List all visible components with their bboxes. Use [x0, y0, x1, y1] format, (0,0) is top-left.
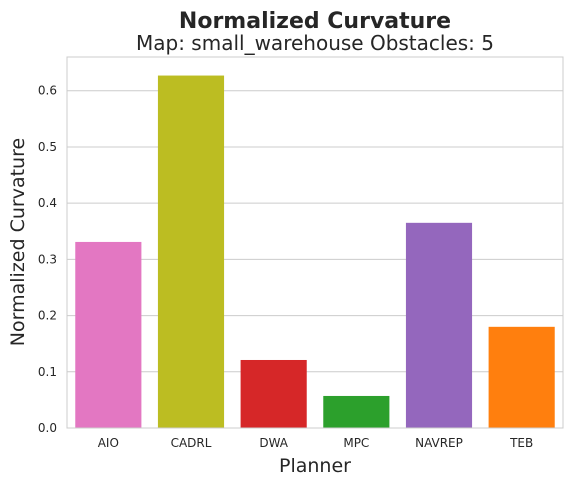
- y-tick-labels: 0.0 0.1 0.2 0.3 0.4 0.5 0.6: [38, 84, 57, 435]
- y-tick-label: 0.2: [38, 309, 57, 323]
- plot-frame: [66, 56, 564, 429]
- y-axis-label: Normalized Curvature: [7, 138, 29, 346]
- x-tick-labels: AIO CADRL DWA MPC NAVREP TEB: [98, 436, 534, 450]
- bar-teb: [488, 326, 555, 428]
- y-tick-label: 0.0: [38, 421, 57, 435]
- x-tick-label: TEB: [509, 436, 533, 450]
- bar-navrep: [405, 222, 473, 428]
- y-tick-label: 0.1: [38, 365, 57, 379]
- x-tick-label: DWA: [259, 436, 288, 450]
- bar-dwa: [240, 359, 307, 428]
- chart-suptitle: Normalized Curvature: [179, 9, 451, 34]
- chart-title: Map: small_warehouse Obstacles: 5: [136, 31, 494, 55]
- y-tick-label: 0.3: [38, 252, 57, 266]
- x-tick-label: AIO: [98, 436, 119, 450]
- bar-aio: [75, 241, 142, 428]
- x-tick-label: NAVREP: [415, 436, 463, 450]
- bar-mpc: [323, 395, 390, 428]
- y-tick-label: 0.4: [38, 196, 57, 210]
- x-axis-label: Planner: [279, 455, 351, 477]
- x-tick-label: MPC: [343, 436, 369, 450]
- bar-cadrl: [157, 75, 225, 429]
- x-tick-label: CADRL: [171, 436, 212, 450]
- y-tick-label: 0.5: [38, 140, 57, 154]
- bars: [75, 75, 555, 429]
- y-tick-label: 0.6: [38, 84, 57, 98]
